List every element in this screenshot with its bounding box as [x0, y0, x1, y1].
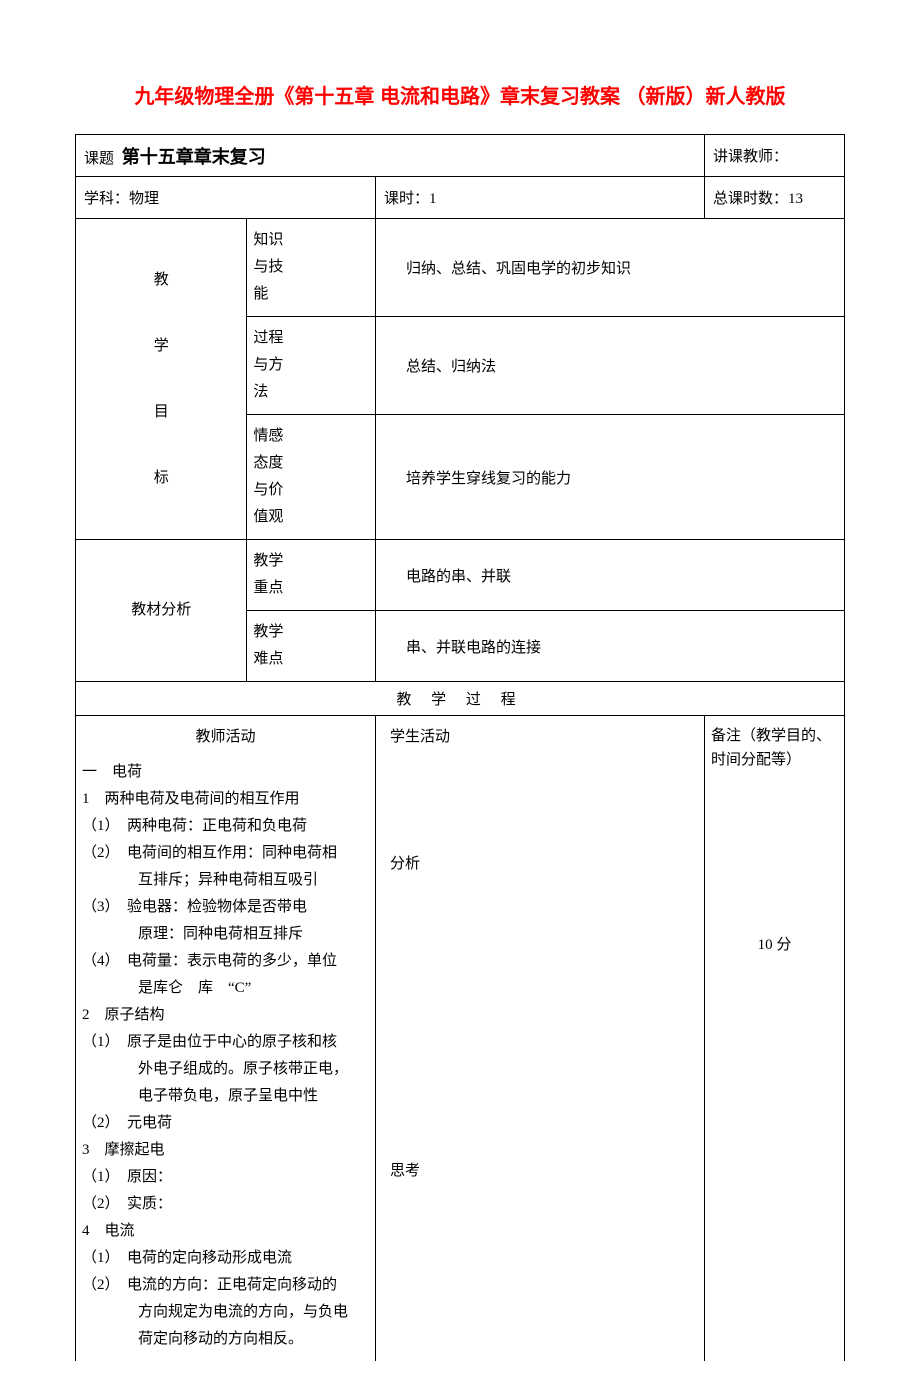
- mat-label-1: 教学重点: [247, 540, 376, 611]
- topic-cell: 课题 第十五章章末复习: [76, 135, 705, 177]
- ta-1-1-2: （2） 电荷间的相互作用：同种电荷相: [82, 840, 369, 867]
- ta-1-2: 2 原子结构: [82, 1002, 369, 1029]
- obj-label-2: 过程与方法: [247, 317, 376, 415]
- page-title: 九年级物理全册《第十五章 电流和电路》章末复习教案 （新版）新人教版: [75, 80, 845, 109]
- ta-1-4: 4 电流: [82, 1218, 369, 1245]
- header-row-1: 课题 第十五章章末复习 讲课教师：: [76, 135, 845, 177]
- ta-1-2-2: （2） 元电荷: [82, 1110, 369, 1137]
- mat-content-2: 串、并联电路的连接: [376, 611, 845, 682]
- subject-cell: 学科：物理: [76, 177, 376, 219]
- ta-1-4-2c: 荷定向移动的方向相反。: [82, 1326, 369, 1353]
- ta-1-3-1: （1） 原因：: [82, 1164, 369, 1191]
- ta-1-1-4: （4） 电荷量：表示电荷的多少，单位: [82, 948, 369, 975]
- material-main-label: 教材分析: [76, 540, 247, 682]
- lesson-plan-table: 课题 第十五章章末复习 讲课教师： 学科：物理 课时：1 总课时数：13 教学目…: [75, 134, 845, 1361]
- header-row-2: 学科：物理 课时：1 总课时数：13: [76, 177, 845, 219]
- period-cell: 课时：1: [376, 177, 705, 219]
- obj-content-3: 培养学生穿线复习的能力: [376, 415, 845, 540]
- topic-value: 第十五章章末复习: [122, 147, 266, 167]
- ta-1-4-1: （1） 电荷的定向移动形成电流: [82, 1245, 369, 1272]
- ta-1-2-1: （1） 原子是由位于中心的原子核和核: [82, 1029, 369, 1056]
- ta-1-2-1b: 外电子组成的。原子核带正电，: [82, 1056, 369, 1083]
- obj-content-2: 总结、归纳法: [376, 317, 845, 415]
- mat-content-1: 电路的串、并联: [376, 540, 845, 611]
- mat-label-2: 教学难点: [247, 611, 376, 682]
- obj-label-1: 知识与技能: [247, 219, 376, 317]
- ta-1-4-2: （2） 电流的方向：正电荷定向移动的: [82, 1272, 369, 1299]
- ta-1-4-2b: 方向规定为电流的方向，与负电: [82, 1299, 369, 1326]
- ta-1-1-3b: 原理：同种电荷相互排斥: [82, 921, 369, 948]
- process-header-row: 教 学 过 程: [76, 682, 845, 716]
- ta-1-1: 1 两种电荷及电荷间的相互作用: [82, 786, 369, 813]
- notes-cell: 备注（教学目的、时间分配等） 10 分: [705, 716, 845, 1362]
- ta-1-3: 3 摩擦起电: [82, 1137, 369, 1164]
- notes-col-header: 备注（教学目的、时间分配等）: [711, 724, 838, 772]
- student-analyze: 分析: [390, 851, 698, 878]
- material-row-1: 教材分析 教学重点 电路的串、并联: [76, 540, 845, 611]
- teacher-col-header: 教师活动: [82, 724, 369, 751]
- process-header: 教 学 过 程: [76, 682, 845, 716]
- teacher-cell: 讲课教师：: [705, 135, 845, 177]
- ta-s1: 一 电荷: [82, 759, 369, 786]
- student-col-header: 学生活动: [390, 724, 698, 751]
- obj-content-1: 归纳、总结、巩固电学的初步知识: [376, 219, 845, 317]
- objectives-main-label: 教学目标: [76, 219, 247, 540]
- teacher-activity-cell: 教师活动 一 电荷 1 两种电荷及电荷间的相互作用 （1） 两种电荷：正电荷和负…: [76, 716, 376, 1362]
- ta-1-2-1c: 电子带负电，原子呈电中性: [82, 1083, 369, 1110]
- ta-1-1-1: （1） 两种电荷：正电荷和负电荷: [82, 813, 369, 840]
- ta-1-3-2: （2） 实质：: [82, 1191, 369, 1218]
- student-think: 思考: [390, 1158, 698, 1185]
- notes-time1: 10 分: [711, 932, 838, 959]
- obj-label-3: 情感态度与价值观: [247, 415, 376, 540]
- objective-row-1: 教学目标 知识与技能 归纳、总结、巩固电学的初步知识: [76, 219, 845, 317]
- ta-1-1-4b: 是库仑 库 “C”: [82, 975, 369, 1002]
- total-periods-cell: 总课时数：13: [705, 177, 845, 219]
- ta-1-1-3: （3） 验电器：检验物体是否带电: [82, 894, 369, 921]
- ta-1-1-2b: 互排斥；异种电荷相互吸引: [82, 867, 369, 894]
- topic-label: 课题: [84, 151, 114, 167]
- student-activity-cell: 学生活动 分析 思考: [376, 716, 705, 1362]
